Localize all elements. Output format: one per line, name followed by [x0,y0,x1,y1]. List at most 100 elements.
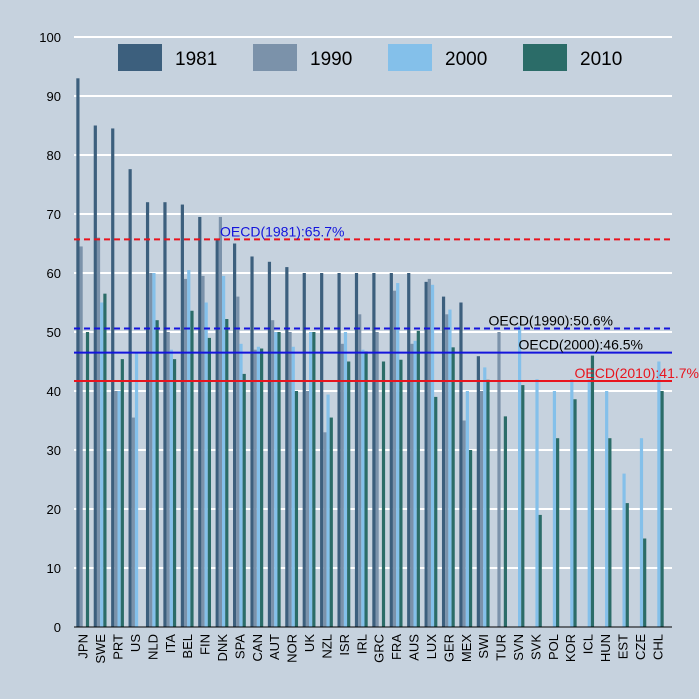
y-tick-label: 20 [47,502,61,517]
bar-2000-FRA [396,283,400,627]
bar-1981-FRA [389,273,393,627]
bar-2000-CAN [256,346,261,627]
bar-1990-LUX [427,278,431,627]
bar-2010-ICL [590,355,595,627]
category-label: SWE [93,634,108,664]
bar-2010-AUT [277,332,281,627]
bar-2010-HUN [608,438,612,627]
category-label: PRT [111,634,126,660]
bar-2000-SVN [518,326,522,627]
bar-2010-CZE [643,538,647,627]
bar-2000-GER [448,309,452,627]
bar-1990-BEL [183,278,188,627]
bar-1981-US [128,169,132,627]
category-label: FIN [198,634,213,655]
y-tick-label: 70 [47,207,61,222]
category-label: NLD [145,634,160,660]
bar-1981-NLD [145,202,150,627]
reference-line-label: OECD(2010):41.7% [574,365,699,381]
category-label: CZE [633,634,648,660]
bar-1981-GRC [372,273,376,627]
category-label: UK [302,634,317,652]
bar-2010-DNK [225,319,229,627]
bar-2010-FIN [207,337,211,627]
bar-1990-AUS [410,343,414,627]
y-tick-label: 40 [47,384,61,399]
bar-2000-IRL [361,349,365,627]
category-label: AUT [267,634,282,660]
y-tick-label: 30 [47,443,61,458]
bar-2000-LUX [430,284,435,627]
bar-2010-ISR [347,361,351,627]
bar-2000-EST [622,473,626,627]
bar-1981-PRT [111,128,115,627]
bar-2010-NOR [294,391,299,627]
bar-1981-AUS [407,273,411,627]
legend-label: 2000 [445,49,487,70]
category-label: SPA [232,634,247,659]
bar-2010-PRT [120,359,124,627]
bar-2000-DNK [222,275,226,627]
y-axis-ticks: 0 10 20 30 40 50 60 70 80 90 100 [39,30,61,635]
bar-2000-SPA [239,343,243,627]
category-label: ITA [163,634,178,654]
bar-2000-HUN [605,391,609,627]
reference-line-label: OECD(1981):65.7% [220,223,345,239]
category-label: KOR [563,634,578,662]
bar-2010-CAN [260,348,264,627]
bar-2000-FIN [204,302,208,627]
bar-2000-MEX [465,391,469,627]
bar-2010-SVK [538,514,542,627]
category-label: IRL [354,634,369,654]
bar-1981-LUX [424,281,428,627]
category-label: NOR [285,634,300,663]
bar-1990-SPA [236,296,240,627]
legend: 1981 1990 2000 2010 [118,44,622,71]
bar-2010-UK [312,332,316,627]
category-label: MEX [459,634,474,663]
bar-1981-AUT [267,261,272,627]
bar-1990-DNK [218,216,222,627]
bar-2010-NLD [155,320,159,627]
reference-line-label: OECD(1990):50.6% [488,312,613,328]
bar-1981-DNK [215,239,219,627]
bar-2010-SVN [521,385,525,627]
reference-line-label: OECD(2000):46.5% [518,337,643,353]
bar-1981-MEX [459,302,463,627]
bar-1981-NOR [285,267,289,627]
bar-1990-ITA [166,332,170,627]
bar-1990-MEX [462,420,466,627]
category-label: SVK [528,634,543,660]
category-label: NZL [319,634,334,659]
bar-2010-SWE [103,293,107,627]
bar-1990-UK [305,391,310,627]
legend-label: 1990 [310,49,352,70]
category-label: CHL [650,634,665,660]
bar-2000-SWI [483,367,487,627]
bar-2000-PRT [117,391,121,627]
bar-1981-BEL [180,204,184,627]
bar-2010-BEL [190,310,194,627]
bar-2010-IRL [364,351,368,627]
bar-2010-GER [451,347,455,627]
category-label: POL [546,634,561,660]
y-tick-label: 90 [47,89,61,104]
bar-2000-CZE [639,438,644,627]
y-tick-label: 100 [39,30,61,45]
bar-2010-TUR [503,416,507,627]
y-tick-label: 50 [47,325,61,340]
bar-2000-AUS [413,340,417,627]
category-label: AUS [407,634,422,661]
category-label: FRA [389,634,404,660]
y-tick-label: 60 [47,266,61,281]
legend-swatch-2000 [388,44,432,71]
category-label: ISR [337,634,352,656]
bar-2000-UK [309,332,313,627]
legend-label: 2010 [580,49,622,70]
bar-2000-NOR [291,346,295,627]
bar-1981-SWI [476,356,480,627]
category-label: CAN [250,634,265,661]
bar-1990-PRT [114,391,118,627]
category-label: JPN [76,634,91,659]
